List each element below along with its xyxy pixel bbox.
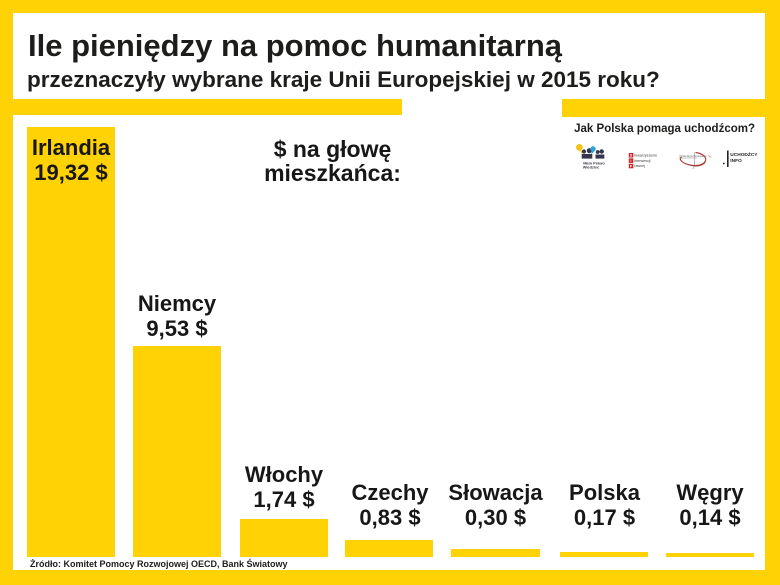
svg-text:nterwencji: nterwencji <box>634 159 650 163</box>
svg-text:towarzyszenie: towarzyszenie <box>634 153 657 157</box>
svg-text:S: S <box>630 154 633 158</box>
svg-text:Polska Akcja Humanitarna: Polska Akcja Humanitarna <box>680 155 708 158</box>
svg-text:rawnej: rawnej <box>634 164 645 168</box>
svg-text:I: I <box>630 159 631 163</box>
svg-text:Mam Prawo: Mam Prawo <box>583 160 605 165</box>
svg-text:UCHODŻCY: UCHODŻCY <box>730 151 758 158</box>
svg-text:P: P <box>630 164 633 168</box>
svg-text:Wiedzieć: Wiedzieć <box>583 165 600 170</box>
svg-text:INFO: INFO <box>730 158 742 164</box>
